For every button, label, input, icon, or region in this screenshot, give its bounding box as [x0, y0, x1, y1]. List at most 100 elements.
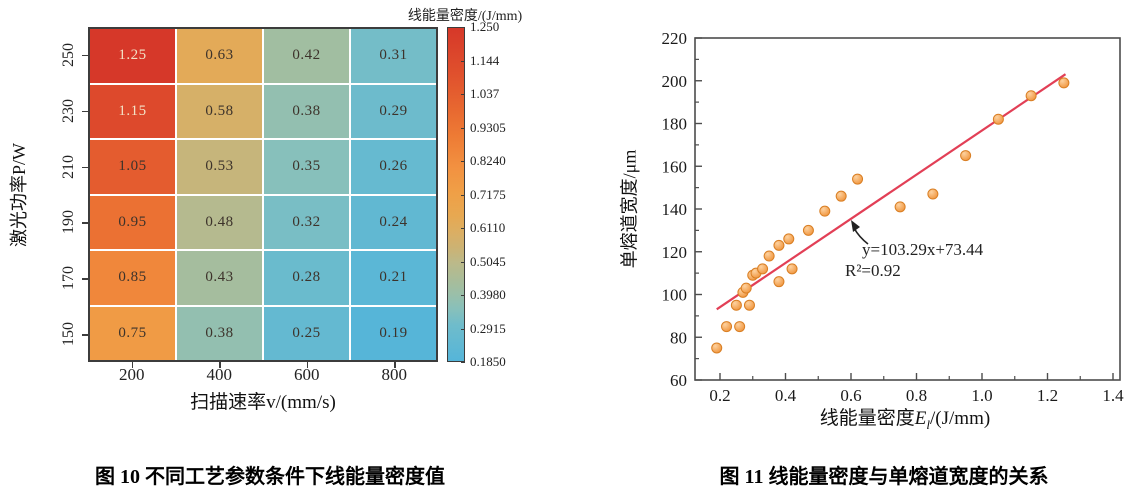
heatmap-cell: 1.15	[90, 84, 175, 138]
colorbar-tick	[461, 228, 465, 229]
y-tick-label: 60	[670, 371, 687, 390]
x-tick-label: 0.6	[840, 386, 861, 405]
heatmap-y-tick	[82, 278, 88, 280]
annotation-arrow-head	[851, 220, 860, 232]
scatter-point	[730, 299, 742, 311]
heatmap-cell: 0.21	[351, 251, 436, 305]
heatmap-cell: 1.25	[90, 29, 175, 83]
colorbar-tick	[461, 362, 465, 363]
y-tick-label: 200	[662, 72, 688, 91]
colorbar-tick	[461, 328, 465, 330]
scatter-point	[819, 205, 831, 217]
colorbar-tick	[461, 261, 465, 263]
x-tick-label: 0.2	[709, 386, 730, 405]
y-tick-label: 140	[662, 200, 688, 219]
heatmap-cell: 0.38	[177, 306, 262, 360]
heatmap-cell: 0.28	[264, 251, 349, 305]
heatmap-cell: 0.35	[264, 140, 349, 194]
scatter-point	[721, 321, 733, 333]
x-tick-label: 0.8	[906, 386, 927, 405]
colorbar-title: 线能量密度/(J/mm)	[407, 9, 523, 24]
heatmap-x-tick	[131, 362, 134, 368]
scatter-point	[1058, 77, 1070, 89]
scatter-point	[1025, 90, 1037, 102]
scatter-point	[734, 321, 746, 333]
heatmap-x-tick	[306, 362, 309, 368]
scatter-point	[786, 263, 798, 275]
colorbar-tick	[461, 295, 465, 296]
heatmap-cell: 0.43	[177, 251, 262, 305]
caption-figure-10: 图 10 不同工艺参数条件下线能量密度值	[95, 466, 445, 488]
colorbar-tick-label: 0.8240	[470, 153, 506, 168]
scatter-point	[992, 113, 1004, 125]
y-tick-label: 160	[662, 157, 688, 176]
y-tick-label: 100	[662, 286, 688, 305]
heatmap-cell: 1.05	[90, 140, 175, 194]
scatter-point	[835, 190, 847, 202]
x-tick-label: 0.4	[775, 386, 797, 405]
caption-figure-11: 图 11 线能量密度与单熔道宽度的关系	[719, 466, 1049, 488]
colorbar-tick-label: 0.9305	[470, 119, 506, 135]
heatmap-cell: 0.58	[177, 84, 262, 138]
heatmap-y-tick	[82, 222, 88, 224]
colorbar-tick-label: 1.037	[470, 86, 500, 101]
heatmap-x-axis-title: 扫描速率v/(mm/s)	[190, 392, 336, 413]
colorbar-tick-label: 0.6110	[470, 220, 506, 235]
y-tick-label: 180	[662, 115, 688, 134]
heatmap-column-label: 600	[294, 365, 320, 384]
colorbar-tick-label: 0.7175	[470, 186, 506, 202]
y-tick-label: 80	[670, 328, 687, 347]
heatmap-grid: 1.25 0.63 0.42 0.31 1.15 0.58 0.38 0.29 1.05 0.53…	[88, 27, 438, 362]
scatter-point	[802, 224, 814, 236]
heatmap-cell: 0.26	[351, 140, 436, 194]
scatter-point	[743, 299, 755, 311]
scatter-point	[757, 263, 769, 275]
heatmap-cell: 0.53	[177, 140, 262, 194]
heatmap-x-tick	[394, 362, 396, 368]
heatmap-y-tick	[82, 54, 88, 57]
heatmap-y-tick	[82, 334, 88, 336]
scatter-plot-frame	[694, 37, 1121, 381]
scatter-point	[763, 250, 775, 262]
scatter-point	[773, 239, 785, 251]
heatmap-cell: 0.48	[177, 195, 262, 249]
heatmap-cell: 0.31	[351, 29, 436, 83]
colorbar-tick-label: 0.3980	[470, 287, 506, 302]
x-tick-label: 1.4	[1102, 386, 1124, 405]
heatmap-cell: 0.29	[351, 84, 436, 138]
heatmap-cell: 0.25	[264, 306, 349, 360]
scatter-point	[960, 150, 972, 162]
y-tick-label: 120	[662, 243, 688, 262]
colorbar-tick-label: 0.2915	[470, 320, 506, 336]
colorbar-tick	[461, 161, 465, 162]
colorbar-tick-label: 0.5045	[470, 253, 506, 269]
scatter-point	[927, 188, 939, 200]
colorbar-tick-label: 1.250	[470, 19, 500, 34]
heatmap-cell: 0.63	[177, 29, 262, 83]
scatter-x-axis-title: 线能量密度El/(J/mm)	[819, 408, 991, 432]
heatmap-column-label: 200	[119, 365, 145, 384]
scatter-point	[894, 201, 906, 213]
scatter-point	[852, 173, 864, 185]
heatmap-cell: 0.42	[264, 29, 349, 83]
heatmap-cell: 0.19	[351, 306, 436, 360]
heatmap-column-label: 400	[206, 365, 233, 384]
colorbar-tick	[461, 27, 465, 28]
heatmap-y-tick	[82, 166, 88, 169]
heatmap-cell: 0.32	[264, 195, 349, 249]
colorbar-tick	[461, 94, 465, 95]
heatmap-cell: 0.75	[90, 306, 175, 360]
heatmap-cell: 0.24	[351, 195, 436, 249]
fit-equation-label: y=103.29x+73.44	[862, 240, 984, 259]
scatter-point	[711, 342, 723, 354]
heatmap-column-label: 800	[381, 365, 408, 384]
colorbar-tick	[461, 127, 465, 129]
heatmap-cell: 0.85	[90, 251, 175, 305]
x-tick-label: 1.2	[1037, 386, 1058, 405]
y-tick-label: 220	[662, 29, 688, 48]
heatmap-y-tick	[82, 110, 88, 113]
colorbar-tick	[461, 194, 465, 196]
scatter-point	[773, 276, 785, 288]
